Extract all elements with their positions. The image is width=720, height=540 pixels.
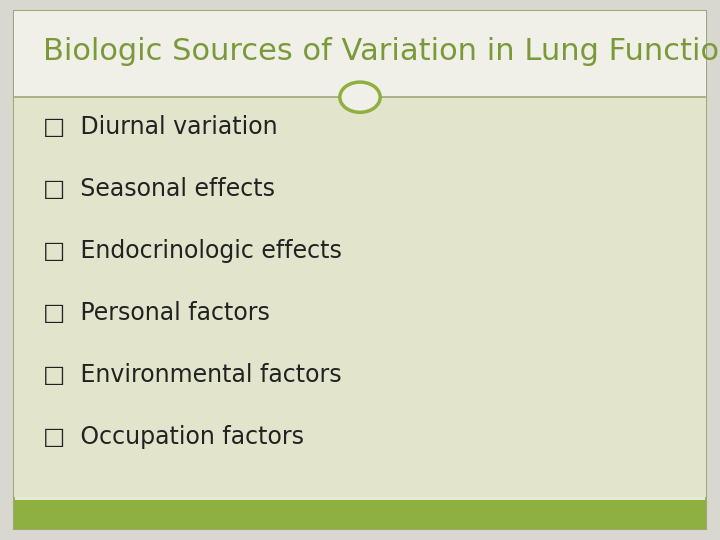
Text: □  Environmental factors: □ Environmental factors — [43, 363, 342, 387]
Text: □  Diurnal variation: □ Diurnal variation — [43, 115, 278, 139]
Text: □  Endocrinologic effects: □ Endocrinologic effects — [43, 239, 342, 263]
Circle shape — [340, 82, 380, 112]
FancyBboxPatch shape — [14, 11, 706, 97]
Text: □  Personal factors: □ Personal factors — [43, 301, 270, 325]
FancyBboxPatch shape — [14, 97, 706, 497]
Text: □  Seasonal effects: □ Seasonal effects — [43, 177, 275, 201]
FancyBboxPatch shape — [14, 500, 706, 529]
FancyBboxPatch shape — [14, 11, 706, 529]
Text: □  Occupation factors: □ Occupation factors — [43, 426, 304, 449]
Text: Biologic Sources of Variation in Lung Function: Biologic Sources of Variation in Lung Fu… — [43, 37, 720, 66]
